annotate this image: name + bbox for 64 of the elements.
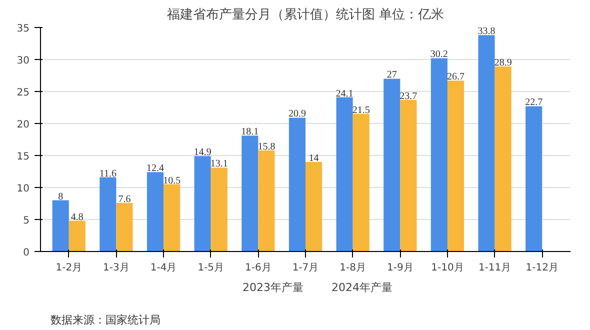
chart-title: 福建省布产量分月（累计值）统计图 单位：亿米 — [166, 8, 444, 22]
bar — [478, 35, 495, 252]
x-tick-label: 1-9月 — [386, 262, 414, 274]
data-label: 26.7 — [446, 72, 464, 83]
y-tick-label: 10 — [16, 184, 30, 194]
data-label: 18.1 — [241, 126, 259, 138]
bar — [194, 156, 211, 252]
data-label: 4.8 — [70, 212, 84, 223]
x-tick-label: 1-2月 — [56, 262, 82, 274]
bar — [242, 136, 258, 252]
bar — [210, 168, 228, 252]
data-label: 14 — [308, 152, 319, 164]
data-label: 7.6 — [118, 194, 131, 205]
x-tick-label: 1-3月 — [103, 262, 130, 274]
data-label: 23.7 — [400, 90, 418, 102]
x-tick-label: 1-8月 — [340, 262, 366, 274]
x-tick-label: 1-7月 — [292, 262, 319, 274]
bar — [384, 78, 400, 252]
data-label: 27 — [386, 70, 397, 81]
bar — [447, 80, 464, 252]
x-tick-label: 1-10月 — [431, 262, 464, 274]
data-label: 15.8 — [258, 141, 276, 152]
data-label: 20.9 — [288, 108, 306, 120]
text: 2024年产量 — [332, 280, 392, 295]
x-tick-label: 1-6月 — [245, 262, 272, 274]
y-tick-label: 15 — [16, 152, 30, 162]
bar — [494, 66, 512, 252]
bar — [146, 172, 164, 252]
bar — [306, 162, 322, 252]
data-label: 11.6 — [99, 168, 117, 180]
bar — [258, 150, 275, 252]
y-tick-label: 25 — [16, 88, 30, 98]
data-label: 24.1 — [336, 88, 354, 100]
bar — [68, 220, 86, 252]
data-label: 22.7 — [525, 97, 543, 108]
data-label: 30.2 — [430, 49, 448, 60]
data-label: 8 — [58, 191, 64, 202]
bar — [116, 202, 133, 252]
bar — [400, 100, 417, 252]
bar — [336, 97, 353, 252]
data-label: 12.4 — [146, 163, 164, 174]
y-tick-label: 5 — [23, 216, 30, 226]
y-tick-label: 35 — [16, 24, 30, 34]
y-tick-label: 20 — [16, 120, 30, 130]
bar — [100, 177, 116, 252]
data-label: 33.8 — [478, 26, 496, 38]
source-note: 数据来源：国家统计局 — [50, 314, 160, 326]
data-label: 13.1 — [210, 158, 228, 170]
text: 2023年产量 — [242, 280, 304, 295]
bar — [526, 106, 542, 252]
bar — [52, 200, 69, 252]
x-tick-label: 1-12月 — [526, 262, 558, 274]
bar — [288, 118, 306, 252]
x-tick-label: 1-4月 — [150, 262, 177, 274]
bar — [430, 58, 448, 252]
data-label: 10.5 — [163, 175, 181, 186]
y-tick-label: 0 — [23, 248, 30, 258]
x-tick-label: 1-11月 — [478, 262, 512, 274]
x-tick-label: 1-5月 — [198, 262, 224, 274]
bar — [352, 114, 370, 252]
y-tick-label: 30 — [16, 56, 30, 66]
data-label: 14.9 — [194, 147, 212, 158]
bar — [164, 184, 180, 252]
data-label: 28.9 — [494, 58, 512, 69]
